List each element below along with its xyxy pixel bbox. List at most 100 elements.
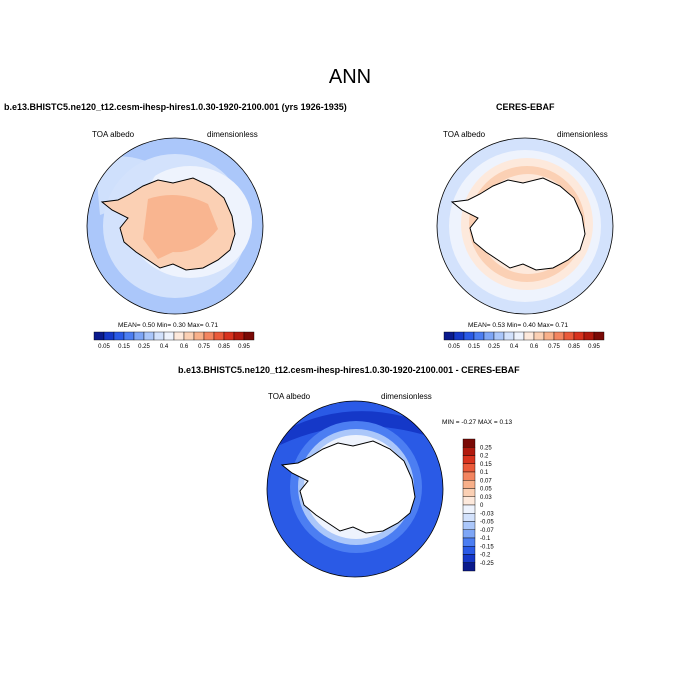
right-colorbar-tick-label: 0.6 [530,344,539,350]
left-colorbar-swatch [143,331,155,341]
diff-max-value: 0.13 [499,419,513,426]
diff-panel-units: dimensionless [381,392,432,401]
diff-colorbar-tick-label: 0.07 [480,478,492,484]
diff-colorbar-swatch [462,480,476,489]
diff-colorbar-swatch [462,554,476,563]
left-colorbar: 0.05 0.15 0.25 0.4 0.6 0.75 0.85 0.95 [93,331,255,350]
diff-colorbar-tick-label: -0.07 [480,528,494,534]
diff-colorbar-swatch [462,521,476,530]
diff-colorbar: 0.25 0.2 0.15 0.1 0.07 0.05 0.03 0 -0.03 -0.05 -0.… [462,438,494,572]
right-colorbar-tick-label: 0.75 [548,344,560,350]
left-colorbar-swatch [213,331,225,341]
diff-colorbar-swatch [462,447,476,456]
diff-colorbar-tick-label: 0.05 [480,487,492,493]
left-colorbar-swatch [103,331,115,341]
right-colorbar-swatch [503,331,515,341]
diff-panel-stats: MIN = -0.27 MAX = 0.13 [442,419,512,426]
right-panel-units: dimensionless [557,130,608,139]
left-colorbar-swatch [173,331,185,341]
diff-colorbar-swatch [462,455,476,464]
left-colorbar-swatch [123,331,135,341]
right-mean-value: 0.53 [492,322,506,329]
model-albedo-map [86,137,264,315]
right-colorbar-swatch [553,331,565,341]
left-mean-label: MEAN= [118,322,141,329]
left-colorbar-swatch [203,331,215,341]
diff-colorbar-swatch [462,529,476,539]
diff-max-label: MAX = [477,419,498,426]
diff-colorbar-tick-label: -0.2 [480,553,491,559]
left-colorbar-tick-label: 0.05 [98,344,110,350]
right-panel-case: CERES-EBAF [496,102,555,112]
left-min-value: 0.30 [172,322,186,329]
diff-min-label: MIN = [442,419,460,426]
left-panel-units: dimensionless [207,130,258,139]
left-mean-value: 0.50 [142,322,156,329]
diff-colorbar-tick-label: 0.03 [480,495,492,501]
left-colorbar-tick-label: 0.75 [198,344,210,350]
diff-colorbar-tick-label: -0.05 [480,520,494,526]
left-colorbar-swatch [163,331,175,341]
right-colorbar: 0.05 0.15 0.25 0.4 0.6 0.75 0.85 0.95 [443,331,605,350]
diff-colorbar-swatch [462,496,476,506]
left-max-value: 0.71 [205,322,218,329]
left-colorbar-swatch [133,331,145,341]
right-colorbar-swatch [463,331,475,341]
page-title: ANN [328,66,372,88]
right-colorbar-swatch [523,331,535,341]
right-max-label: Max= [537,322,554,329]
right-colorbar-swatch [473,331,485,341]
diff-colorbar-tick-label: 0.1 [480,470,489,476]
left-panel-case: b.e13.BHISTC5.ne120_t12.cesm-ihesp-hires… [4,102,347,112]
diff-colorbar-tick-label: 0 [480,503,484,509]
difference-albedo-map [266,400,444,578]
diff-colorbar-swatch [462,504,476,514]
diff-colorbar-tick-label: -0.15 [480,544,494,550]
right-colorbar-swatch [533,331,545,341]
right-colorbar-swatch [443,331,455,341]
right-colorbar-swatch [543,331,555,341]
diff-panel-var: TOA albedo [268,392,311,401]
left-colorbar-tick-label: 0.6 [180,344,189,350]
diff-colorbar-swatch [462,438,476,448]
right-mean-label: MEAN= [468,322,491,329]
right-colorbar-swatch [483,331,495,341]
left-colorbar-tick-label: 0.95 [238,344,250,350]
right-panel-stats: MEAN= 0.53 Min= 0.40 Max= 0.71 [468,322,568,329]
left-colorbar-swatch [243,331,255,341]
left-colorbar-swatch [153,331,165,341]
right-colorbar-swatch [493,331,505,341]
diff-min-value: -0.27 [461,419,477,426]
right-colorbar-swatch [563,331,575,341]
left-colorbar-tick-label: 0.85 [218,344,230,350]
diff-colorbar-swatch [462,513,476,522]
left-colorbar-tick-label: 0.25 [138,344,150,350]
left-colorbar-swatch [183,331,195,341]
left-colorbar-swatch [223,331,235,341]
right-colorbar-tick-label: 0.25 [488,344,500,350]
diff-colorbar-tick-label: -0.03 [480,511,494,517]
diff-colorbar-swatch [462,471,476,481]
right-colorbar-tick-label: 0.05 [448,344,460,350]
right-colorbar-tick-label: 0.85 [568,344,580,350]
diff-colorbar-tick-label: 0.25 [480,445,492,451]
left-panel-stats: MEAN= 0.50 Min= 0.30 Max= 0.71 [118,322,218,329]
diff-colorbar-swatch [462,537,476,547]
right-min-label: Min= [506,322,522,329]
left-panel-var: TOA albedo [92,130,135,139]
left-colorbar-swatch [193,331,205,341]
diff-colorbar-tick-label: -0.1 [480,536,491,542]
right-colorbar-swatch [573,331,585,341]
right-colorbar-tick-label: 0.95 [588,344,600,350]
left-colorbar-swatch [113,331,125,341]
left-colorbar-tick-label: 0.4 [160,344,169,350]
left-colorbar-swatch [93,331,105,341]
ceres-albedo-map [436,137,614,315]
right-max-value: 0.71 [555,322,568,329]
diff-colorbar-tick-label: 0.2 [480,454,489,460]
diff-colorbar-tick-label: -0.25 [480,561,494,567]
left-colorbar-tick-label: 0.15 [118,344,130,350]
right-panel-var: TOA albedo [443,130,486,139]
diff-colorbar-swatch [462,546,476,555]
